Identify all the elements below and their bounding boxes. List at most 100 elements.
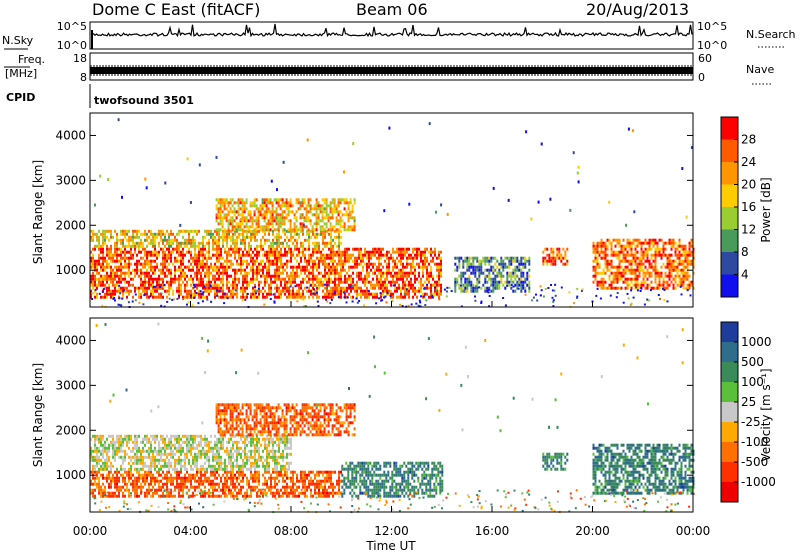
- velocity-echo-cell: [186, 470, 188, 474]
- velocity-echo-cell: [194, 479, 196, 483]
- power-echo-cell: [650, 262, 653, 266]
- power-echo-cell: [360, 277, 362, 281]
- power-echo-cell: [246, 229, 248, 233]
- power-echo-cell: [394, 286, 396, 290]
- power-echo-cell: [120, 289, 122, 293]
- power-echo-cell: [178, 241, 180, 245]
- power-echo-cell: [110, 289, 112, 293]
- velocity-echo-cell: [292, 479, 294, 483]
- power-echo-cell: [196, 292, 198, 296]
- power-echo-cell: [394, 280, 396, 284]
- power-echo-cell: [238, 277, 240, 281]
- power-echo-cell: [302, 253, 304, 257]
- power-echo-cell: [104, 232, 106, 236]
- power-echo-cell: [336, 292, 338, 296]
- power-echo-cell: [644, 253, 647, 257]
- power-echo-cell: [312, 253, 314, 257]
- power-echo-cell: [648, 265, 651, 269]
- power-echo-cell: [384, 295, 387, 298]
- power-echo-cell: [184, 238, 186, 242]
- power-echo-cell: [244, 289, 246, 293]
- power-echo-cell: [658, 247, 661, 251]
- power-echo-cell: [632, 256, 635, 260]
- velocity-echo-cell: [168, 470, 170, 474]
- power-echo-cell: [594, 265, 597, 269]
- velocity-echo-cell: [116, 476, 118, 480]
- power-echo-cell: [222, 238, 224, 242]
- power-echo-cell: [112, 271, 114, 275]
- power-echo-cell: [636, 250, 639, 254]
- power-echo-cell: [200, 274, 202, 278]
- velocity-echo-cell: [204, 470, 206, 474]
- power-echo-cell: [520, 286, 523, 290]
- power-echo-cell: [333, 198, 336, 202]
- power-echo-cell: [278, 232, 280, 236]
- power-echo-cell: [260, 259, 262, 263]
- power-echo-cell: [352, 259, 354, 263]
- velocity-echo-cell: [218, 482, 220, 486]
- power-ytick-label: 2000: [55, 218, 86, 232]
- power-echo-cell: [522, 265, 525, 269]
- power-echo-cell: [338, 259, 340, 263]
- power-echo-cell: [258, 295, 260, 299]
- power-echo-cell: [594, 268, 597, 272]
- power-echo-cell: [624, 268, 627, 272]
- power-echo-cell: [618, 241, 621, 245]
- freq-band: [90, 67, 693, 74]
- velocity-echo-cell: [230, 470, 232, 474]
- power-echo-cell: [272, 250, 274, 254]
- power-echo-cell: [106, 271, 108, 275]
- power-echo-cell: [476, 268, 479, 272]
- power-echo-cell: [116, 268, 118, 272]
- power-echo-cell: [237, 228, 240, 232]
- power-echo-cell: [430, 274, 432, 278]
- power-echo-cell: [285, 201, 288, 205]
- velocity-echo-cell: [110, 470, 112, 474]
- power-echo-cell: [226, 286, 228, 290]
- power-echo-cell: [104, 286, 106, 290]
- power-echo-cell: [326, 292, 328, 296]
- power-echo-cell: [334, 250, 336, 254]
- power-echo-cell: [596, 280, 599, 284]
- power-echo-cell: [300, 292, 302, 296]
- power-echo-cell: [680, 259, 683, 263]
- power-echo-cell: [267, 201, 270, 205]
- power-echo-cell: [386, 250, 388, 254]
- velocity-echo-cell: [96, 449, 98, 453]
- power-echo-cell: [319, 207, 322, 211]
- power-echo-cell: [318, 271, 320, 275]
- power-echo-cell: [333, 291, 336, 294]
- power-echo-cell: [90, 277, 92, 281]
- velocity-echo-cell: [276, 488, 278, 492]
- power-echo-cell: [638, 283, 641, 287]
- power-echo-cell: [318, 277, 320, 281]
- power-echo-cell: [522, 262, 525, 266]
- power-echo-cell: [345, 301, 348, 304]
- power-echo-cell: [202, 247, 204, 251]
- power-echo-cell: [336, 286, 338, 290]
- power-echo-cell: [626, 286, 629, 290]
- power-echo-cell: [686, 274, 689, 278]
- power-echo-cell: [560, 286, 563, 289]
- power-echo-cell: [602, 277, 605, 281]
- power-echo-cell: [426, 271, 428, 275]
- power-echo-cell: [420, 253, 422, 257]
- power-echo-cell: [682, 247, 685, 251]
- power-echo-cell: [244, 253, 246, 257]
- power-echo-cell: [148, 295, 150, 299]
- power-echo-cell: [500, 277, 503, 281]
- power-echo-cell: [305, 219, 308, 223]
- velocity-echo-cell: [226, 473, 228, 477]
- power-echo-cell: [227, 219, 230, 223]
- power-echo-cell: [118, 259, 120, 263]
- power-echo-cell: [416, 295, 418, 299]
- power-echo-cell: [478, 277, 481, 281]
- power-echo-cell: [227, 228, 230, 232]
- power-echo-cell: [528, 286, 531, 290]
- power-echo-cell: [332, 295, 334, 299]
- power-echo-cell: [324, 274, 326, 278]
- power-echo-cell: [166, 300, 169, 303]
- power-echo-cell: [306, 238, 308, 242]
- power-echo-cell: [690, 241, 693, 245]
